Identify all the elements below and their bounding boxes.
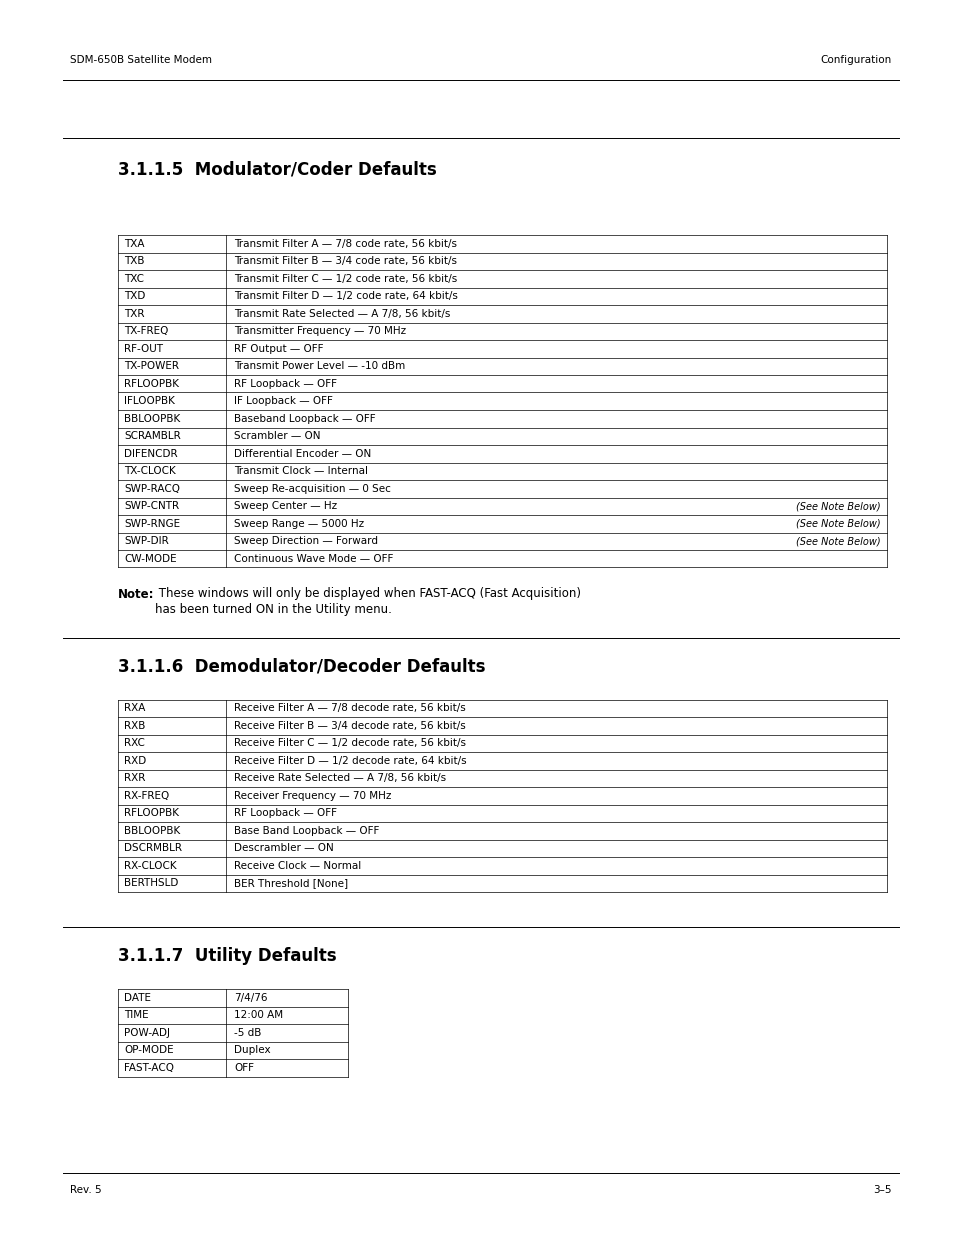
Text: Receive Rate Selected — A 7/8, 56 kbit/s: Receive Rate Selected — A 7/8, 56 kbit/s	[233, 773, 446, 783]
Text: Baseband Loopback — OFF: Baseband Loopback — OFF	[233, 414, 375, 424]
Text: Sweep Range — 5000 Hz: Sweep Range — 5000 Hz	[233, 519, 364, 529]
Text: Transmit Filter D — 1/2 code rate, 64 kbit/s: Transmit Filter D — 1/2 code rate, 64 kb…	[233, 291, 457, 301]
Text: RXD: RXD	[124, 756, 146, 766]
Text: DIFENCDR: DIFENCDR	[124, 448, 177, 458]
Text: Receive Filter B — 3/4 decode rate, 56 kbit/s: Receive Filter B — 3/4 decode rate, 56 k…	[233, 721, 465, 731]
Text: TXC: TXC	[124, 274, 144, 284]
Text: RXB: RXB	[124, 721, 145, 731]
Text: Sweep Direction — Forward: Sweep Direction — Forward	[233, 536, 377, 546]
Text: These windows will only be displayed when FAST-ACQ (Fast Acquisition)
has been t: These windows will only be displayed whe…	[154, 588, 580, 615]
Text: Differential Encoder — ON: Differential Encoder — ON	[233, 448, 371, 458]
Text: SWP-CNTR: SWP-CNTR	[124, 501, 179, 511]
Text: RF Loopback — OFF: RF Loopback — OFF	[233, 379, 336, 389]
Text: RX-CLOCK: RX-CLOCK	[124, 861, 176, 871]
Text: SDM-650B Satellite Modem: SDM-650B Satellite Modem	[70, 56, 212, 65]
Text: 3.1.1.7  Utility Defaults: 3.1.1.7 Utility Defaults	[118, 947, 336, 965]
Text: TX-FREQ: TX-FREQ	[124, 326, 168, 336]
Text: OP-MODE: OP-MODE	[124, 1045, 173, 1055]
Text: POW-ADJ: POW-ADJ	[124, 1028, 170, 1037]
Text: BBLOOPBK: BBLOOPBK	[124, 414, 180, 424]
Text: RXR: RXR	[124, 773, 145, 783]
Text: Transmit Clock — Internal: Transmit Clock — Internal	[233, 467, 368, 477]
Text: Transmit Filter B — 3/4 code rate, 56 kbit/s: Transmit Filter B — 3/4 code rate, 56 kb…	[233, 256, 456, 267]
Text: TIME: TIME	[124, 1010, 149, 1020]
Text: Base Band Loopback — OFF: Base Band Loopback — OFF	[233, 826, 379, 836]
Text: RF Output — OFF: RF Output — OFF	[233, 343, 323, 353]
Text: Descrambler — ON: Descrambler — ON	[233, 844, 334, 853]
Text: -5 dB: -5 dB	[233, 1028, 261, 1037]
Text: TXA: TXA	[124, 238, 144, 248]
Text: OFF: OFF	[233, 1063, 253, 1073]
Text: 3.1.1.5  Modulator/Coder Defaults: 3.1.1.5 Modulator/Coder Defaults	[118, 161, 436, 178]
Text: CW-MODE: CW-MODE	[124, 553, 176, 563]
Text: TX-POWER: TX-POWER	[124, 362, 179, 372]
Text: Transmit Rate Selected — A 7/8, 56 kbit/s: Transmit Rate Selected — A 7/8, 56 kbit/…	[233, 309, 450, 319]
Text: Duplex: Duplex	[233, 1045, 271, 1055]
Text: RF-OUT: RF-OUT	[124, 343, 163, 353]
Text: Receive Clock — Normal: Receive Clock — Normal	[233, 861, 361, 871]
Text: Scrambler — ON: Scrambler — ON	[233, 431, 320, 441]
Text: IFLOOPBK: IFLOOPBK	[124, 396, 174, 406]
Text: (See Note Below): (See Note Below)	[796, 519, 880, 529]
Text: BBLOOPBK: BBLOOPBK	[124, 826, 180, 836]
Text: (See Note Below): (See Note Below)	[796, 536, 880, 546]
Text: Transmit Power Level — -10 dBm: Transmit Power Level — -10 dBm	[233, 362, 405, 372]
Text: (See Note Below): (See Note Below)	[796, 501, 880, 511]
Text: Receive Filter D — 1/2 decode rate, 64 kbit/s: Receive Filter D — 1/2 decode rate, 64 k…	[233, 756, 466, 766]
Text: BER Threshold [None]: BER Threshold [None]	[233, 878, 348, 888]
Text: SWP-RACQ: SWP-RACQ	[124, 484, 180, 494]
Text: SCRAMBLR: SCRAMBLR	[124, 431, 180, 441]
Text: 3–5: 3–5	[873, 1186, 891, 1195]
Text: IF Loopback — OFF: IF Loopback — OFF	[233, 396, 333, 406]
Text: Transmit Filter A — 7/8 code rate, 56 kbit/s: Transmit Filter A — 7/8 code rate, 56 kb…	[233, 238, 456, 248]
Text: Sweep Center — Hz: Sweep Center — Hz	[233, 501, 336, 511]
Text: DATE: DATE	[124, 993, 151, 1003]
Text: RF Loopback — OFF: RF Loopback — OFF	[233, 808, 336, 819]
Text: RXA: RXA	[124, 703, 145, 714]
Text: TXR: TXR	[124, 309, 144, 319]
Text: TXD: TXD	[124, 291, 145, 301]
Text: TX-CLOCK: TX-CLOCK	[124, 467, 175, 477]
Text: DSCRMBLR: DSCRMBLR	[124, 844, 182, 853]
Text: Continuous Wave Mode — OFF: Continuous Wave Mode — OFF	[233, 553, 393, 563]
Text: 7/4/76: 7/4/76	[233, 993, 267, 1003]
Text: RX-FREQ: RX-FREQ	[124, 790, 169, 800]
Text: TXB: TXB	[124, 256, 144, 267]
Text: Transmitter Frequency — 70 MHz: Transmitter Frequency — 70 MHz	[233, 326, 406, 336]
Text: Receive Filter A — 7/8 decode rate, 56 kbit/s: Receive Filter A — 7/8 decode rate, 56 k…	[233, 703, 465, 714]
Text: Configuration: Configuration	[820, 56, 891, 65]
Text: Note:: Note:	[118, 588, 154, 600]
Text: RXC: RXC	[124, 739, 145, 748]
Text: Rev. 5: Rev. 5	[70, 1186, 102, 1195]
Text: RFLOOPBK: RFLOOPBK	[124, 379, 179, 389]
Text: SWP-DIR: SWP-DIR	[124, 536, 169, 546]
Text: FAST-ACQ: FAST-ACQ	[124, 1063, 173, 1073]
Text: RFLOOPBK: RFLOOPBK	[124, 808, 179, 819]
Text: Transmit Filter C — 1/2 code rate, 56 kbit/s: Transmit Filter C — 1/2 code rate, 56 kb…	[233, 274, 456, 284]
Text: Receiver Frequency — 70 MHz: Receiver Frequency — 70 MHz	[233, 790, 391, 800]
Text: BERTHSLD: BERTHSLD	[124, 878, 178, 888]
Text: Receive Filter C — 1/2 decode rate, 56 kbit/s: Receive Filter C — 1/2 decode rate, 56 k…	[233, 739, 465, 748]
Text: 12:00 AM: 12:00 AM	[233, 1010, 283, 1020]
Text: 3.1.1.6  Demodulator/Decoder Defaults: 3.1.1.6 Demodulator/Decoder Defaults	[118, 657, 485, 676]
Text: Sweep Re-acquisition — 0 Sec: Sweep Re-acquisition — 0 Sec	[233, 484, 391, 494]
Text: SWP-RNGE: SWP-RNGE	[124, 519, 180, 529]
